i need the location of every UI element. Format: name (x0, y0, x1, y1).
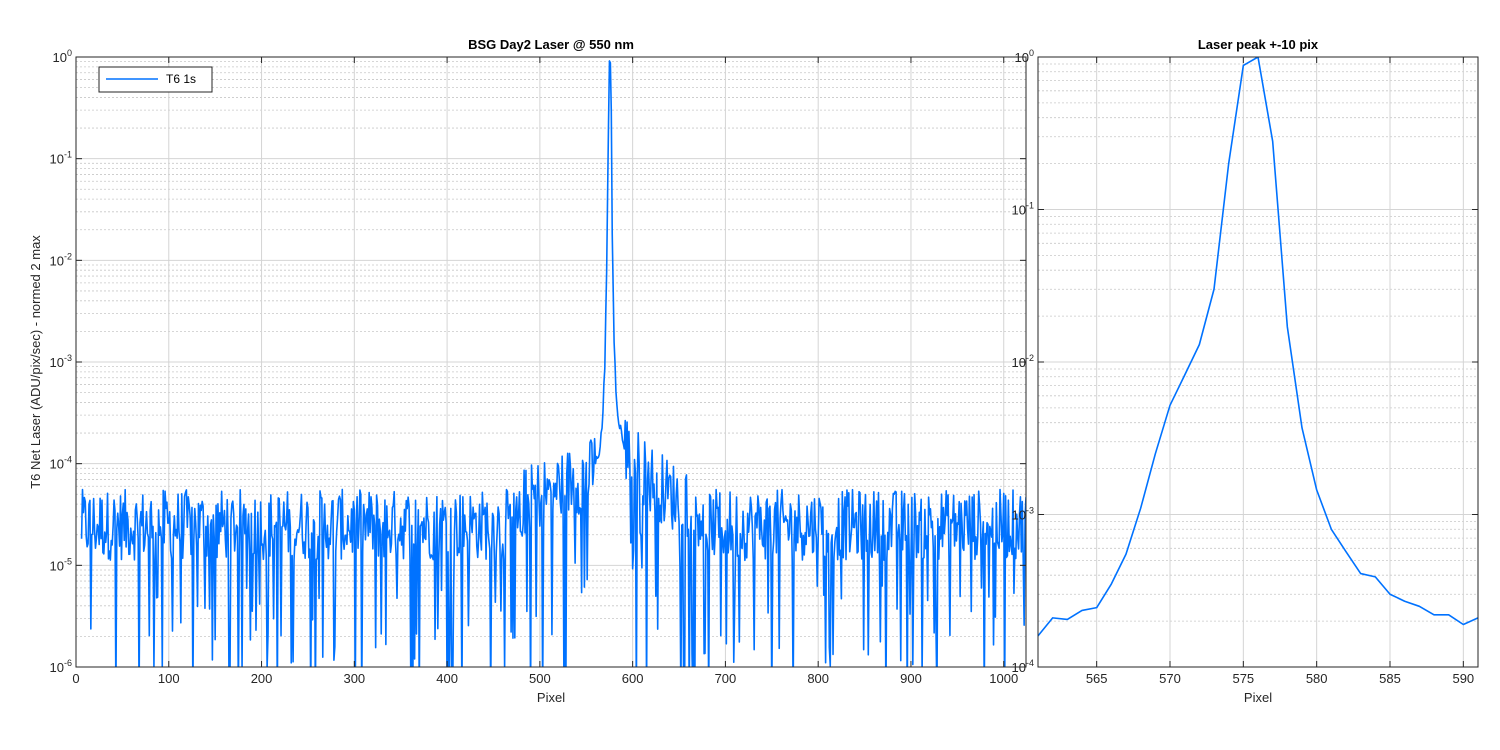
main-x-tick-label: 100 (158, 671, 180, 686)
zoom-x-axis-label: Pixel (1244, 690, 1272, 705)
main-x-tick-label: 800 (807, 671, 829, 686)
zoom-grid (1038, 56, 1478, 668)
main-x-tick-label: 1000 (989, 671, 1018, 686)
main-x-tick-label: 500 (529, 671, 551, 686)
zoom-series-line (1038, 57, 1478, 637)
main-y-tick-label: 10-1 (50, 150, 72, 167)
zoom-y-tick-label: 10-2 (1012, 353, 1034, 370)
legend: T6 1s (98, 66, 213, 93)
main-x-tick-label: 600 (622, 671, 644, 686)
zoom-x-tick-label: 590 (1452, 671, 1474, 686)
main-y-tick-label: 10-3 (50, 353, 72, 370)
main-x-axis-label: Pixel (537, 690, 565, 705)
zoom-x-tick-label: 565 (1086, 671, 1108, 686)
main-x-tick-label: 200 (251, 671, 273, 686)
main-y-tick-label: 10-2 (50, 251, 72, 268)
zoom-x-tick-label: 580 (1306, 671, 1328, 686)
main-series-line (80, 60, 1026, 667)
main-x-tick-label: 400 (436, 671, 458, 686)
zoom-y-tick-label: 10-4 (1012, 658, 1034, 675)
zoom-y-tick-label: 10-3 (1012, 506, 1034, 523)
main-y-tick-label: 100 (53, 48, 72, 65)
zoom-x-tick-label: 585 (1379, 671, 1401, 686)
main-y-axis-label: T6 Net Laser (ADU/pix/sec) - normed 2 ma… (28, 235, 43, 489)
main-y-tick-label: 10-5 (50, 556, 72, 573)
zoom-x-tick-label: 575 (1232, 671, 1254, 686)
main-series-layer (80, 60, 1026, 667)
zoom-chart-title: Laser peak +-10 pix (1198, 37, 1319, 52)
main-y-tick-label: 10-6 (50, 658, 72, 675)
main-x-tick-label: 900 (900, 671, 922, 686)
main-x-tick-label: 0 (72, 671, 79, 686)
main-series-clip (80, 60, 1026, 667)
zoom-ticks: 10-4 10-3 10-2 10-1 100 565 570 575 580 585 590 (1012, 48, 1478, 686)
main-chart-title: BSG Day2 Laser @ 550 nm (468, 37, 634, 52)
zoom-x-tick-label: 570 (1159, 671, 1181, 686)
main-y-tick-label: 10-4 (50, 455, 72, 472)
zoom-y-tick-label: 100 (1015, 48, 1034, 65)
zoom-series-clip (1038, 57, 1478, 637)
main-x-tick-label: 300 (343, 671, 365, 686)
zoom-series-layer (1038, 57, 1478, 637)
legend-entry-label: T6 1s (166, 72, 196, 86)
main-x-tick-label: 700 (715, 671, 737, 686)
peak-zoom-panel: 10-4 10-3 10-2 10-1 100 565 570 575 580 585 590 La… (1012, 37, 1479, 705)
zoom-y-tick-label: 10-1 (1012, 201, 1034, 218)
